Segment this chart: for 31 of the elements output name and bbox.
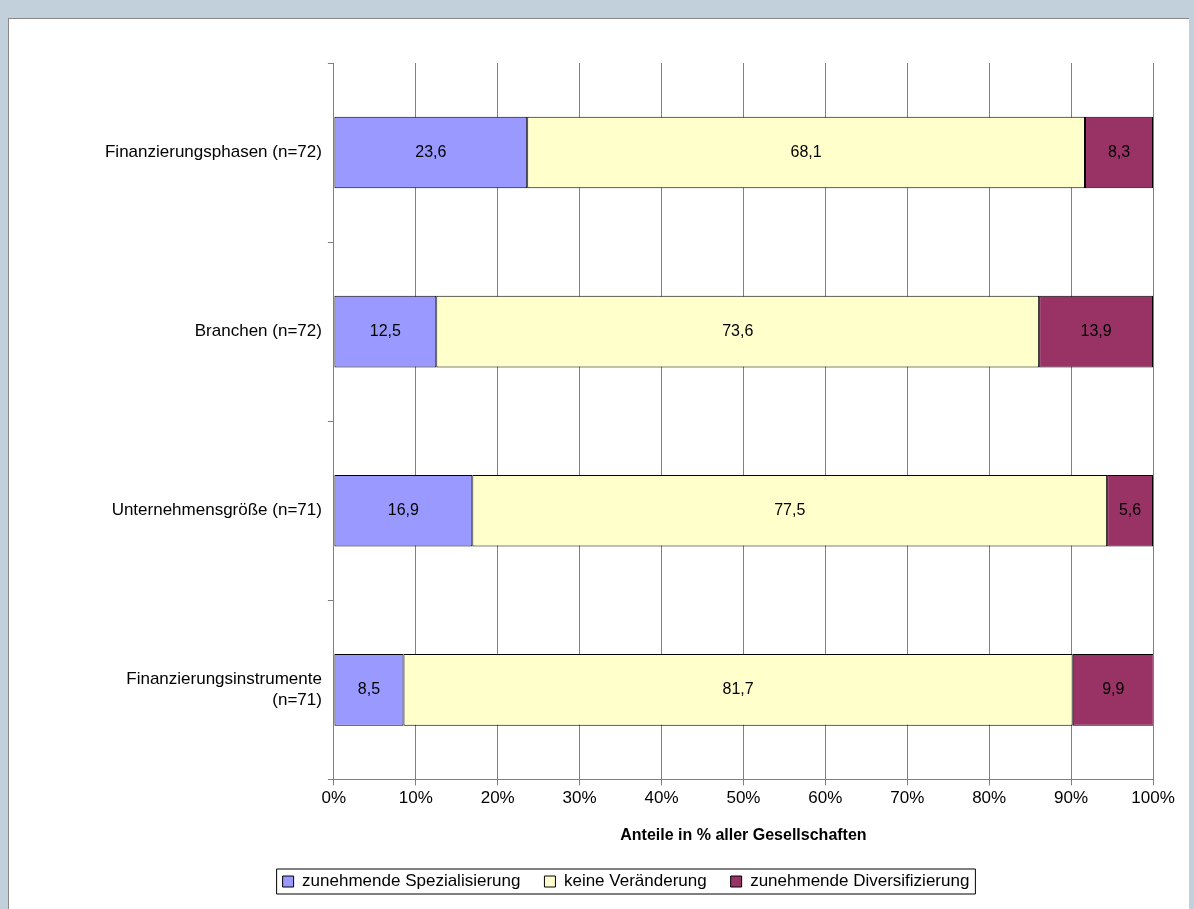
x-tick-label: 30% <box>562 788 597 808</box>
data-label: 68,1 <box>790 142 822 160</box>
y-tick-label: Branchen (n=72) <box>194 321 322 341</box>
data-label: 13,9 <box>1080 322 1112 340</box>
data-label: 23,6 <box>415 142 447 160</box>
data-label: 8,3 <box>1107 142 1131 160</box>
data-label: 81,7 <box>722 680 754 698</box>
data-label: 12,5 <box>369 322 402 340</box>
y-tick-label: Unternehmensgröße (n=71) <box>111 500 322 520</box>
y-tick-label: Finanzierungsinstrumente (n=71) <box>126 669 322 709</box>
data-label: 16,9 <box>387 501 420 519</box>
data-label: 8,5 <box>357 680 381 698</box>
legend-label: keine Veränderung <box>563 871 707 891</box>
x-tick-label: 60% <box>808 788 843 808</box>
y-tick-label: Finanzierungsphasen (n=72) <box>104 142 322 162</box>
x-tick-label: 80% <box>972 788 1007 808</box>
x-tick-label: 50% <box>726 788 761 808</box>
x-tick-label: 0% <box>321 788 347 808</box>
data-label: 5,6 <box>1118 501 1142 519</box>
data-label: 77,5 <box>774 501 806 519</box>
x-tick-label: 90% <box>1054 788 1089 808</box>
legend-label: zunehmende Spezialisierung <box>302 871 521 891</box>
x-tick-label: 70% <box>890 788 925 808</box>
x-tick-label: 10% <box>398 788 433 808</box>
data-label: 9,9 <box>1102 680 1125 698</box>
x-tick-label: 40% <box>644 788 679 808</box>
x-axis-title: Anteile in % aller Gesellschaften <box>620 825 867 843</box>
data-label: 73,6 <box>722 322 754 340</box>
x-tick-label: 100% <box>1131 788 1175 808</box>
legend-label: zunehmende Diversifizierung <box>750 871 970 891</box>
x-tick-label: 20% <box>480 788 515 808</box>
